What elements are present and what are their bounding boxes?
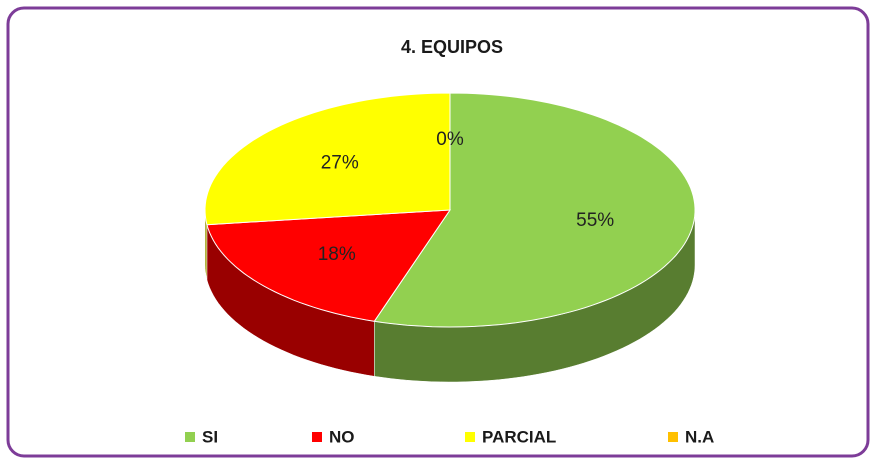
slice: [373, 92, 696, 328]
chart-title: 4. EQUIPOS: [401, 37, 503, 57]
data-label: 0%: [436, 129, 464, 150]
legend-label: NO: [329, 427, 355, 446]
data-label: 18%: [318, 244, 356, 265]
legend-swatch: [668, 432, 678, 442]
legend-swatch: [312, 432, 322, 442]
legend-label: N.A: [685, 427, 714, 446]
legend-label: SI: [202, 427, 218, 446]
legend-swatch: [185, 432, 195, 442]
slice: [204, 92, 451, 226]
data-label: 27%: [321, 153, 359, 174]
slice: [206, 209, 451, 322]
data-label: 55%: [576, 210, 614, 231]
legend-label: PARCIAL: [482, 427, 556, 446]
legend-swatch: [465, 432, 475, 442]
